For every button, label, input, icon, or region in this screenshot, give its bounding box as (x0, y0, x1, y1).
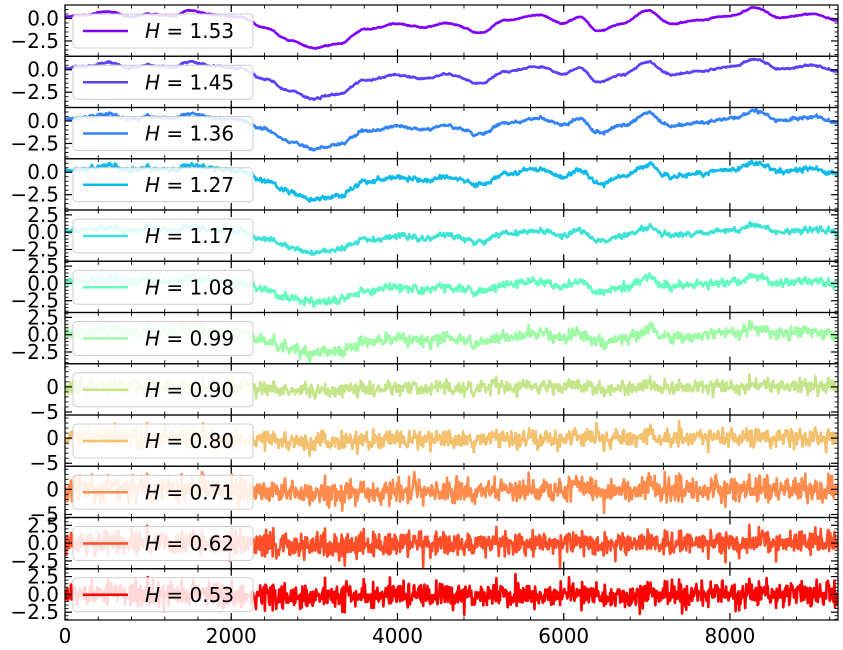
y-tick-label: 2.5 (27, 254, 59, 278)
x-tick-label: 2000 (206, 624, 257, 648)
legend-box (72, 269, 254, 305)
panel-5: 2.50.0−2.5 H = 1.17 (10, 203, 839, 262)
y-tick-label: −5 (30, 400, 59, 424)
x-tick-label: 6000 (538, 624, 589, 648)
y-tick-label: 0.0 (27, 582, 59, 606)
legend-label: H = 1.27 (145, 173, 234, 197)
panels-group: 0.0−2.5 H = 1.530.0−2.5 H = 1.450.0−2.5 H =… (10, 4, 839, 624)
legend-label: H = 0.90 (145, 378, 234, 402)
legend-box (72, 474, 254, 510)
panel-10: 0−5 H = 0.71 (30, 465, 839, 526)
legend-box (72, 167, 254, 203)
panel-4: 0.0−2.5 H = 1.27 (10, 158, 839, 211)
y-tick-label: 0 (46, 426, 59, 450)
series-line-3 (65, 107, 838, 152)
y-tick-label: 0.0 (27, 220, 59, 244)
y-tick-label: −2.5 (10, 29, 59, 53)
series-line-4 (65, 159, 838, 203)
panel-9: 0−5 H = 0.80 (30, 414, 839, 475)
y-tick-label: 2.5 (27, 513, 59, 537)
y-tick-label: 0.0 (27, 323, 59, 347)
legend-1: H = 1.53 (72, 13, 254, 49)
legend-2: H = 1.45 (72, 64, 254, 100)
x-tick-label: 8000 (704, 624, 755, 648)
y-tick-label: −2.5 (10, 600, 59, 624)
panel-3: 0.0−2.5 H = 1.36 (10, 106, 839, 160)
series-line-2 (65, 57, 838, 101)
legend-5: H = 1.17 (72, 218, 254, 254)
y-tick-label: −2.5 (10, 237, 59, 261)
legend-box (72, 13, 254, 49)
y-tick-label: 0.0 (27, 109, 59, 133)
legend-box (72, 321, 254, 356)
series-line-1 (65, 6, 838, 50)
legend-label: H = 0.80 (145, 429, 234, 453)
x-tick-label: 4000 (372, 624, 423, 648)
y-tick-label: 0.0 (27, 531, 59, 555)
y-tick-label: 0.0 (27, 160, 59, 184)
panel-7: 2.50.0−2.5 H = 0.99 (10, 305, 839, 365)
y-tick-label: −2.5 (10, 340, 59, 364)
panel-6: 2.50.0−2.5 H = 1.08 (10, 254, 839, 314)
y-tick-label: 2.5 (27, 565, 59, 589)
legend-3: H = 1.36 (72, 116, 254, 151)
y-tick-label: 0.0 (27, 6, 59, 30)
legend-4: H = 1.27 (72, 167, 254, 203)
legend-12: H = 0.53 (72, 577, 254, 613)
legend-10: H = 0.71 (72, 474, 254, 510)
legend-label: H = 1.36 (145, 122, 234, 146)
y-tick-label: −2.5 (10, 289, 59, 313)
y-tick-label: 2.5 (27, 203, 59, 227)
legend-label: H = 0.99 (145, 327, 234, 351)
legend-box (72, 218, 254, 254)
x-axis: 0 2000 4000 6000 8000 (59, 624, 756, 648)
legend-box (72, 577, 254, 613)
legend-box (72, 64, 254, 100)
x-tick-label: 0 (59, 624, 72, 648)
y-tick-label: −2.5 (10, 549, 59, 573)
y-tick-label: 0.0 (27, 271, 59, 295)
legend-box (72, 423, 254, 459)
legend-label: H = 1.17 (145, 224, 234, 248)
y-tick-label: −5 (30, 451, 59, 475)
panel-8: 0−5 H = 0.90 (30, 363, 839, 424)
y-tick-label: −2.5 (10, 80, 59, 104)
y-tick-label: −2.5 (10, 183, 59, 207)
legend-box (72, 526, 254, 561)
legend-7: H = 0.99 (72, 321, 254, 356)
legend-label: H = 1.08 (145, 275, 234, 299)
legend-label: H = 0.53 (145, 583, 234, 607)
legend-box (72, 372, 254, 408)
legend-label: H = 1.53 (145, 19, 234, 43)
legend-label: H = 0.62 (145, 532, 234, 556)
y-tick-label: 0 (46, 375, 59, 399)
y-tick-label: 0 (46, 477, 59, 501)
legend-9: H = 0.80 (72, 423, 254, 459)
legend-box (72, 116, 254, 151)
panel-11: 2.50.0−2.5 H = 0.62 (10, 513, 839, 573)
panel-12: 2.50.0−2.5 H = 0.53 (10, 565, 839, 624)
y-tick-label: −5 (30, 502, 59, 526)
panel-1: 0.0−2.5 H = 1.53 (10, 4, 839, 57)
legend-11: H = 0.62 (72, 526, 254, 561)
panel-2: 0.0−2.5 H = 1.45 (10, 55, 839, 109)
y-tick-label: 0.0 (27, 58, 59, 82)
legend-label: H = 1.45 (145, 70, 234, 94)
legend-8: H = 0.90 (72, 372, 254, 408)
y-tick-label: −2.5 (10, 131, 59, 155)
y-tick-label: 2.5 (27, 305, 59, 329)
legend-label: H = 0.71 (145, 480, 234, 504)
legend-6: H = 1.08 (72, 269, 254, 305)
